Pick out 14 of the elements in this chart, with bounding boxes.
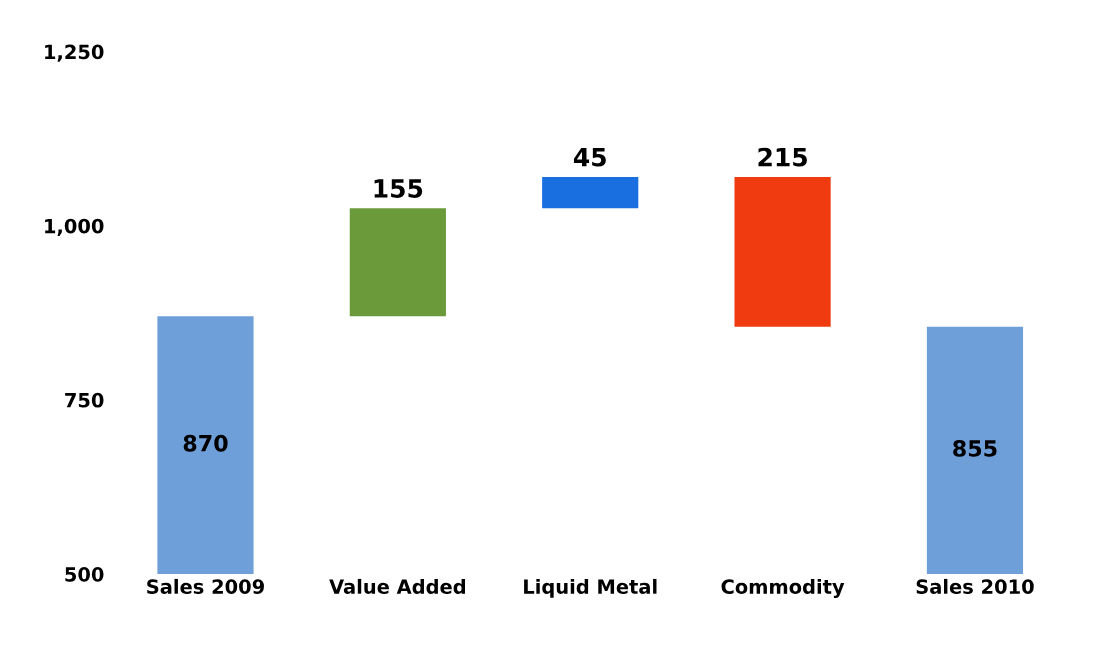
x-tick-label: Sales 2009 xyxy=(147,578,264,594)
y-tick-label: 1,250 xyxy=(45,44,104,62)
data-label: 155 xyxy=(374,179,423,198)
x-tick-label: Liquid Metal xyxy=(524,578,657,598)
data-label: 45 xyxy=(573,147,606,167)
x-tick-label: Commodity xyxy=(721,578,845,598)
y-tick-label: 1,000 xyxy=(45,218,104,236)
y-tick-label: 500 xyxy=(65,567,104,582)
data-label: 870 xyxy=(183,434,228,452)
y-tick-label: 750 xyxy=(65,392,104,408)
data-label: 855 xyxy=(953,440,997,457)
x-tick-label: Sales 2010 xyxy=(916,578,1034,594)
data-label: 215 xyxy=(758,147,807,167)
x-tick-label: Value Added xyxy=(329,578,465,594)
